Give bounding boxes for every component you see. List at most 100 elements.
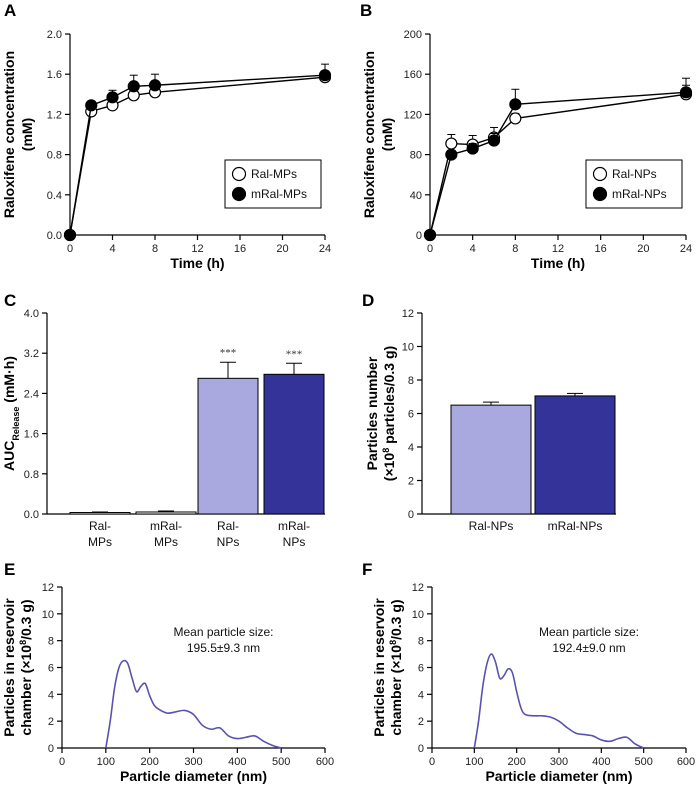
x-tick-label-F: 100 [465,756,483,768]
y-tick-label-B: 80 [410,150,422,162]
y-axis-label-C: AUCRelease (mM·h) [1,356,21,471]
significance-label-C-2: *** [220,347,237,359]
data-point-Ral-NPs [445,137,458,150]
y-tick-label-A: 0.4 [47,190,62,202]
x-tick-label-E: 0 [59,756,65,768]
y-tick-label-D: 10 [402,342,414,354]
x-category-label-C-2: Ral-NPs [217,519,240,549]
legend-label-mRal-MPs: mRal-MPs [251,187,307,201]
legend-label-mRal-NPs: mRal-NPs [612,187,667,201]
bar-C-2 [197,377,259,515]
size-distribution-curve-E [105,659,282,749]
y-tick-label-D: 2 [408,476,414,488]
data-point-mRal-MPs [106,91,119,104]
x-tick-label-E: 300 [184,756,202,768]
bar-C-3 [263,373,325,515]
y-axis-unit-E: chamber (×108/0.3 g) [18,599,34,735]
data-point-Ral-NPs [509,112,522,125]
significance-label-C-3: *** [286,348,303,360]
y-tick-label-F: 0 [418,743,424,755]
data-point-mRal-NPs [423,228,437,242]
mean-size-label-F: Mean particle size: [539,625,639,639]
y-tick-label-E: 4 [48,689,54,701]
mean-size-label-E: Mean particle size: [173,625,273,639]
mean-size-value-F: 192.4±9.0 nm [552,641,625,655]
y-tick-label-E: 0 [48,743,54,755]
data-point-mRal-MPs [148,79,162,92]
y-tick-label-A: 1.2 [47,109,62,121]
y-tick-label-C: 3.2 [24,348,39,360]
data-point-mRal-MPs [85,99,98,112]
x-category-label-C-1: mRal-MPs [150,519,182,549]
y-axis-label-A: Raloxifene concentration [1,51,17,218]
y-tick-label-D: 8 [408,375,414,387]
x-tick-label-A: 16 [234,243,246,255]
bar-D-0 [450,404,532,515]
size-distribution-curve-F [473,653,645,749]
y-axis-label-D: Particles number [364,356,380,470]
y-tick-label-D: 0 [408,509,414,521]
y-tick-label-B: 160 [404,69,422,81]
y-tick-label-E: 8 [48,636,54,648]
y-tick-label-D: 12 [402,308,414,320]
x-tick-label-F: 300 [550,756,568,768]
panel-label-F: F [362,560,372,579]
bar-D-1 [534,395,616,515]
data-point-mRal-NPs [487,134,501,147]
x-category-label-D-0: Ral-NPs [469,519,514,533]
legend-label-Ral-MPs: Ral-MPs [251,167,297,181]
y-tick-label-F: 6 [418,663,424,675]
x-axis-label-B: Time (h) [531,255,585,271]
x-tick-label-E: 200 [140,756,158,768]
y-tick-label-E: 2 [48,716,54,728]
series-line-mRal-MPs [69,74,326,236]
y-tick-label-B: 40 [410,190,422,202]
x-tick-label-F: 600 [677,756,695,768]
x-tick-label-F: 500 [634,756,652,768]
data-point-mRal-NPs [445,148,458,161]
y-axis-unit-A: (mM) [19,118,35,151]
y-axis-unit-F: chamber (×108/0.3 g) [388,599,404,735]
x-tick-label-B: 4 [470,243,476,255]
y-axis-label-E: Particles in reservoir [1,598,17,737]
series-line-mRal-NPs [429,91,687,236]
x-category-label-C-3: mRal-NPs [278,519,310,549]
x-tick-label-A: 0 [67,243,73,255]
x-tick-label-E: 400 [228,756,246,768]
x-tick-label-B: 24 [680,243,692,255]
data-point-mRal-MPs [318,69,332,82]
x-axis-label-E: Particle diameter (nm) [120,768,267,784]
data-point-mRal-MPs [127,80,140,93]
y-tick-label-C: 0.8 [24,469,39,481]
legend-marker-Ral-NPs [592,166,608,182]
y-tick-label-E: 12 [42,582,54,594]
y-tick-label-C: 0.0 [24,509,39,521]
legend-marker-Ral-MPs [231,166,247,182]
x-tick-label-A: 12 [191,243,203,255]
panel-label-B: B [360,1,372,20]
y-tick-label-D: 4 [408,442,414,454]
x-tick-label-E: 100 [97,756,115,768]
y-tick-label-A: 0.8 [47,150,62,162]
data-point-mRal-NPs [679,86,693,99]
x-tick-label-F: 400 [592,756,610,768]
x-category-label-C-0: Ral-MPs [88,519,112,549]
x-tick-label-F: 200 [507,756,525,768]
data-point-mRal-NPs [509,98,522,111]
y-tick-label-C: 4.0 [24,308,39,320]
y-axis-label-F: Particles in reservoir [371,598,387,737]
y-tick-label-F: 12 [412,582,424,594]
y-axis-unit-B: (mM) [379,118,395,151]
panel-label-D: D [362,291,374,310]
x-axis-label-A: Time (h) [170,255,224,271]
series-line-Ral-MPs [69,76,326,236]
y-tick-label-E: 10 [42,609,54,621]
x-tick-label-B: 0 [427,243,433,255]
y-tick-label-A: 2.0 [47,29,62,41]
y-tick-label-C: 1.6 [24,429,39,441]
x-tick-label-A: 20 [276,243,288,255]
panel-label-A: A [4,1,16,20]
x-tick-label-B: 12 [552,243,564,255]
legend-marker-mRal-NPs [592,186,608,202]
